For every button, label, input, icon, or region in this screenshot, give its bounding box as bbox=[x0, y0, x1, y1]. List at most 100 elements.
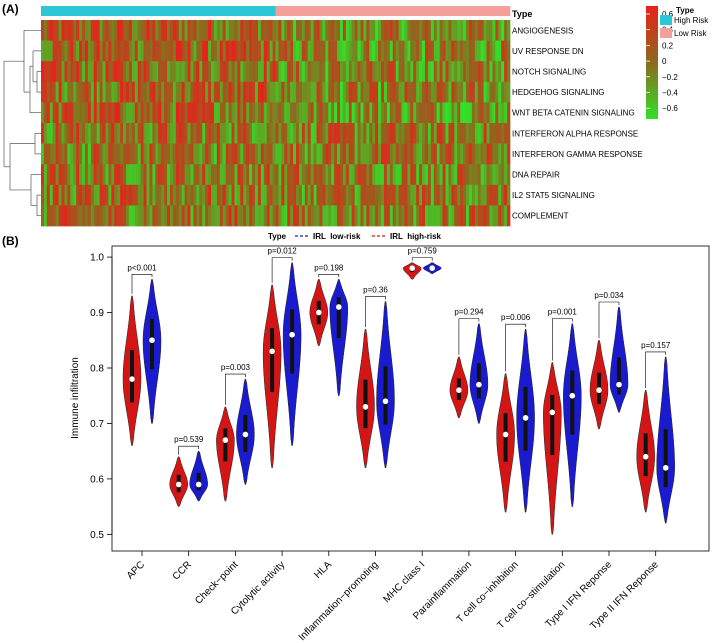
heatmap-cell bbox=[49, 102, 54, 124]
heatmap-cell bbox=[222, 184, 227, 206]
heatmap-cell bbox=[178, 123, 183, 144]
heatmap-cell bbox=[172, 20, 177, 41]
x-tick-label: HLA bbox=[312, 559, 334, 581]
heatmap-cell bbox=[260, 81, 265, 103]
heatmap-cell bbox=[504, 81, 508, 103]
heatmap-cell bbox=[310, 20, 314, 41]
heatmap-cell bbox=[90, 102, 95, 124]
heatmap-cell bbox=[246, 205, 250, 227]
heatmap-cell bbox=[181, 40, 185, 62]
heatmap-cell bbox=[146, 123, 150, 144]
heatmap-cell bbox=[407, 184, 411, 206]
heatmap-cell bbox=[102, 61, 106, 83]
heatmap-cell bbox=[339, 20, 344, 41]
heatmap-cell bbox=[281, 205, 285, 227]
heatmap-cell bbox=[222, 81, 227, 103]
heatmap-cell bbox=[140, 61, 144, 83]
heatmap-cell bbox=[386, 143, 391, 165]
heatmap-cell bbox=[225, 205, 229, 227]
heatmap-cell bbox=[254, 102, 259, 124]
heatmap-cell bbox=[43, 20, 48, 41]
heatmap-cell bbox=[146, 164, 150, 186]
heatmap-cell bbox=[231, 164, 235, 186]
y-tick-label: 0.8 bbox=[90, 364, 104, 375]
heatmap-cell bbox=[249, 40, 253, 62]
heatmap-cell bbox=[460, 143, 464, 165]
heatmap-cell bbox=[354, 61, 358, 83]
heatmap-cell bbox=[231, 102, 235, 124]
heatmap-cell bbox=[114, 81, 118, 103]
heatmap-cell bbox=[430, 184, 435, 206]
heatmap-cell bbox=[149, 123, 153, 144]
heatmap-cell bbox=[167, 164, 171, 186]
heatmap-cell bbox=[181, 20, 185, 41]
heatmap-cell bbox=[401, 102, 405, 124]
heatmap-cell bbox=[79, 102, 83, 124]
heatmap-cell bbox=[76, 143, 80, 165]
heatmap-cell bbox=[196, 61, 200, 83]
heatmap-cell bbox=[322, 143, 326, 165]
heatmap-cell bbox=[41, 20, 45, 41]
heatmap-cell bbox=[278, 20, 282, 41]
heatmap-cell bbox=[252, 143, 256, 165]
heatmap-cell bbox=[439, 164, 443, 186]
heatmap-cell bbox=[55, 143, 59, 165]
heatmap-cell bbox=[474, 123, 479, 144]
heatmap-cell bbox=[117, 164, 121, 186]
heatmap-cell bbox=[143, 61, 147, 83]
heatmap-cell bbox=[155, 40, 159, 62]
heatmap-cell bbox=[164, 20, 168, 41]
heatmap-cell bbox=[164, 61, 168, 83]
heatmap-cell bbox=[328, 40, 332, 62]
heatmap-cell bbox=[52, 143, 57, 165]
heatmap-cell bbox=[269, 205, 273, 227]
heatmap-cell bbox=[495, 164, 499, 186]
heatmap-cell bbox=[52, 61, 57, 83]
heatmap-cell bbox=[372, 143, 376, 165]
heatmap-cell bbox=[337, 143, 341, 165]
heatmap-cell bbox=[190, 184, 194, 206]
heatmap-cell bbox=[480, 20, 484, 41]
heatmap-cell bbox=[307, 205, 312, 227]
heatmap-cell bbox=[246, 123, 250, 144]
heatmap-cell bbox=[79, 61, 83, 83]
low-risk-median bbox=[662, 464, 669, 471]
heatmap-cell bbox=[228, 164, 232, 186]
heatmap-cell bbox=[363, 123, 367, 144]
heatmap-cell bbox=[225, 20, 229, 41]
high-risk-median bbox=[409, 265, 416, 272]
heatmap-cell bbox=[84, 81, 89, 103]
heatmap-cell bbox=[424, 184, 429, 206]
heatmap-cell bbox=[407, 40, 411, 62]
heatmap-cell bbox=[96, 205, 100, 227]
heatmap-cell bbox=[307, 164, 312, 186]
heatmap-cell bbox=[46, 143, 51, 165]
heatmap-cell bbox=[55, 81, 59, 103]
heatmap-cell bbox=[46, 20, 51, 41]
heatmap-cell bbox=[146, 143, 150, 165]
p-value-label: p=0.294 bbox=[454, 308, 484, 317]
heatmap-cell bbox=[474, 20, 479, 41]
heatmap-cell bbox=[123, 81, 127, 103]
heatmap-cell bbox=[451, 205, 455, 227]
heatmap-cell bbox=[278, 81, 282, 103]
heatmap-cell bbox=[172, 143, 177, 165]
heatmap-cell bbox=[319, 164, 323, 186]
heatmap-cell bbox=[419, 164, 423, 186]
heatmap-cell bbox=[395, 61, 399, 83]
heatmap-cell bbox=[249, 102, 253, 124]
heatmap-cell bbox=[61, 102, 65, 124]
heatmap-cell bbox=[489, 205, 493, 227]
heatmap-cell bbox=[96, 61, 100, 83]
heatmap-cell bbox=[126, 205, 130, 227]
heatmap-cell bbox=[143, 123, 147, 144]
heatmap-cell bbox=[383, 61, 388, 83]
heatmap-cell bbox=[172, 205, 177, 227]
high-risk-median bbox=[362, 403, 369, 410]
heatmap-cell bbox=[404, 20, 408, 41]
heatmap-cell bbox=[413, 102, 417, 124]
heatmap-cell bbox=[386, 81, 391, 103]
heatmap-cell bbox=[328, 184, 332, 206]
heatmap-cell bbox=[322, 123, 326, 144]
heatmap-cell bbox=[430, 123, 435, 144]
